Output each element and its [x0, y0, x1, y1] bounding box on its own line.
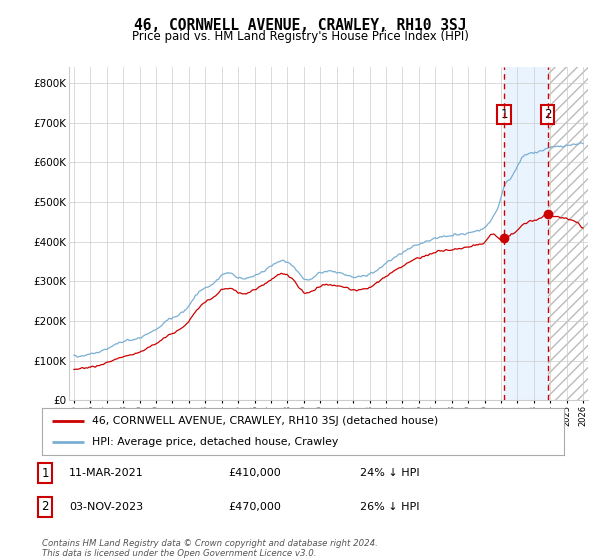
Text: 46, CORNWELL AVENUE, CRAWLEY, RH10 3SJ: 46, CORNWELL AVENUE, CRAWLEY, RH10 3SJ	[134, 18, 466, 33]
Text: HPI: Average price, detached house, Crawley: HPI: Average price, detached house, Craw…	[92, 437, 338, 447]
Text: 03-NOV-2023: 03-NOV-2023	[69, 502, 143, 512]
Text: £410,000: £410,000	[228, 468, 281, 478]
Text: 46, CORNWELL AVENUE, CRAWLEY, RH10 3SJ (detached house): 46, CORNWELL AVENUE, CRAWLEY, RH10 3SJ (…	[92, 416, 438, 426]
Text: 2: 2	[41, 500, 49, 514]
Text: 11-MAR-2021: 11-MAR-2021	[69, 468, 144, 478]
Text: 26% ↓ HPI: 26% ↓ HPI	[360, 502, 419, 512]
Text: Contains HM Land Registry data © Crown copyright and database right 2024.
This d: Contains HM Land Registry data © Crown c…	[42, 539, 378, 558]
Bar	[548, 67, 588, 400]
Text: 24% ↓ HPI: 24% ↓ HPI	[360, 468, 419, 478]
Text: 1: 1	[41, 466, 49, 480]
Text: Price paid vs. HM Land Registry's House Price Index (HPI): Price paid vs. HM Land Registry's House …	[131, 30, 469, 43]
Text: 2: 2	[544, 108, 551, 122]
Bar	[504, 67, 548, 400]
Text: 1: 1	[500, 108, 508, 122]
Text: £470,000: £470,000	[228, 502, 281, 512]
